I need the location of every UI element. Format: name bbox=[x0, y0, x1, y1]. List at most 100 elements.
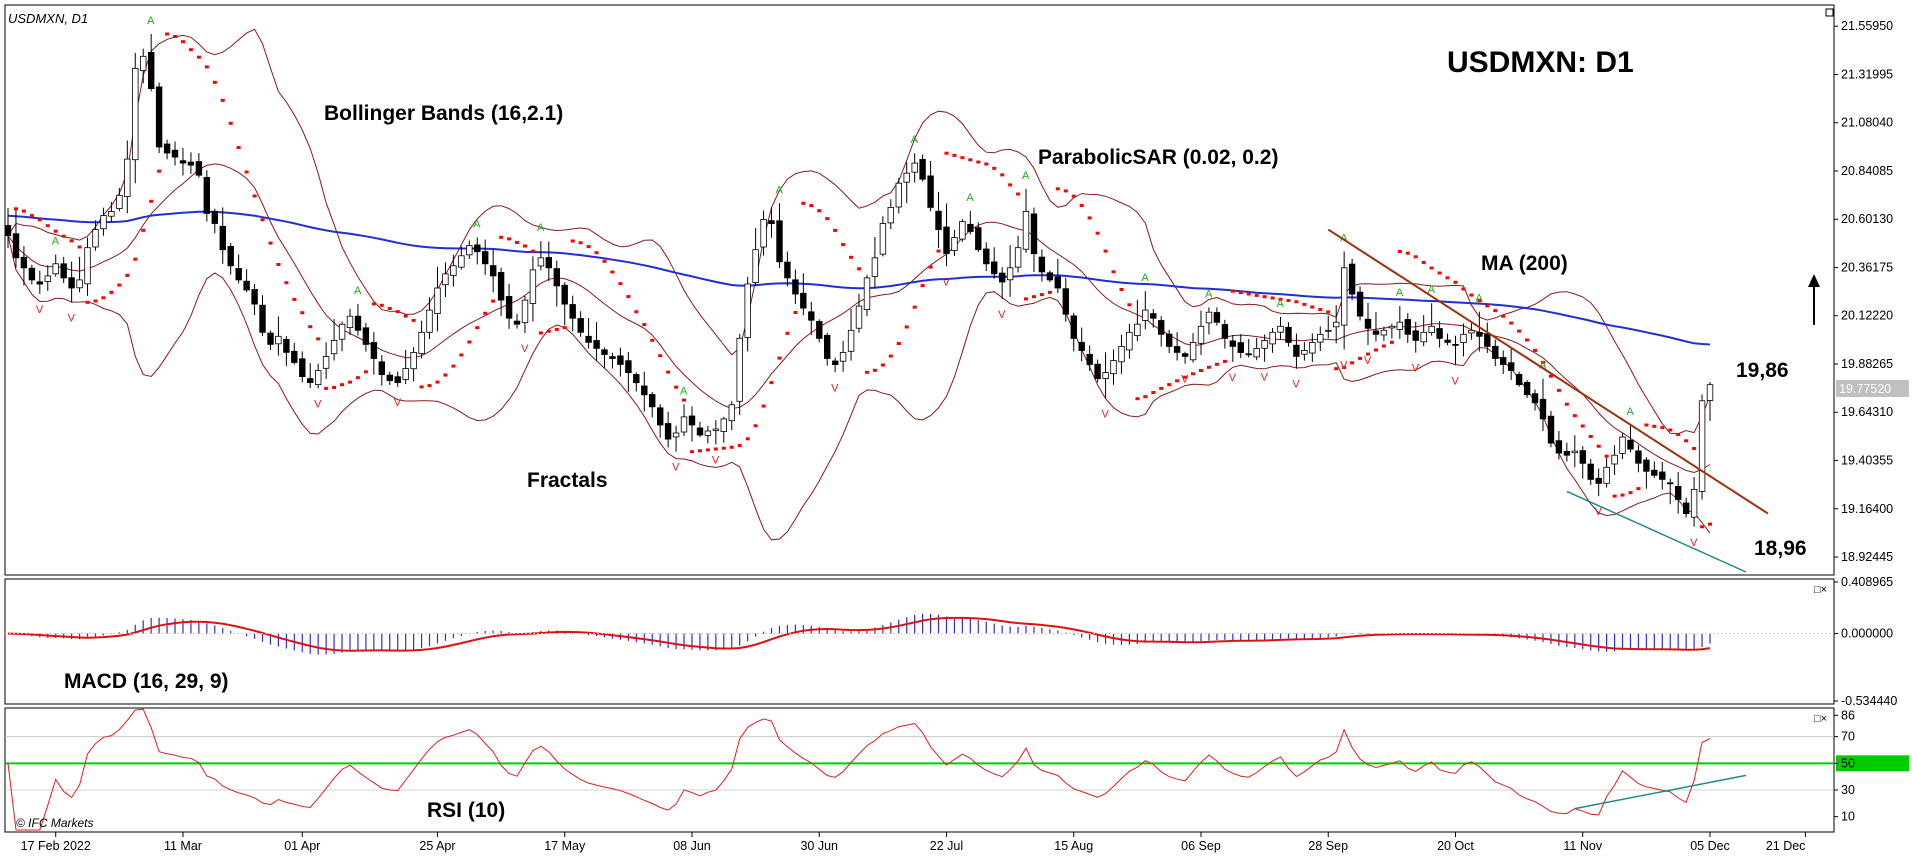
psar-dot bbox=[1676, 433, 1681, 436]
psar-dot bbox=[1063, 189, 1068, 193]
candle bbox=[728, 404, 735, 422]
psar-dot bbox=[618, 282, 623, 286]
psar-dot bbox=[1342, 366, 1347, 369]
candle bbox=[1635, 450, 1642, 464]
candle bbox=[1627, 439, 1634, 450]
macd-y-tick-label: 0.000000 bbox=[1841, 627, 1893, 641]
fractal-down-icon: V bbox=[1102, 409, 1110, 421]
psar-dot bbox=[968, 158, 973, 162]
candle bbox=[1523, 381, 1531, 396]
psar-dot bbox=[1381, 344, 1386, 348]
psar-dot bbox=[1071, 194, 1076, 198]
rsi-window-icons[interactable]: □× bbox=[1814, 713, 1827, 725]
psar-dot bbox=[1151, 391, 1156, 394]
candle bbox=[28, 267, 36, 281]
maximize-icon[interactable] bbox=[1825, 8, 1834, 17]
candle bbox=[1444, 339, 1451, 343]
candle bbox=[434, 287, 441, 315]
candle bbox=[943, 226, 950, 255]
candle bbox=[1173, 346, 1181, 353]
psar-dot bbox=[1636, 487, 1641, 491]
psar-dot bbox=[857, 267, 861, 271]
candle bbox=[1428, 325, 1435, 333]
candle bbox=[44, 275, 51, 282]
candle bbox=[251, 289, 258, 305]
psar-dot bbox=[554, 327, 559, 331]
psar-dot bbox=[363, 370, 368, 374]
psar-dot bbox=[300, 311, 305, 315]
psar-dot bbox=[204, 65, 209, 69]
psar-dot bbox=[1350, 361, 1355, 365]
candle bbox=[354, 315, 362, 331]
candle bbox=[1197, 325, 1205, 344]
fractal-up-icon: A bbox=[354, 285, 362, 297]
candle bbox=[1619, 436, 1626, 454]
psar-dot bbox=[833, 228, 838, 232]
x-tick-label: 17 May bbox=[544, 839, 586, 853]
candle bbox=[1667, 482, 1674, 485]
candle bbox=[792, 279, 799, 295]
psar-dot bbox=[729, 445, 734, 449]
psar-dot bbox=[220, 98, 225, 102]
macd-window-icons[interactable]: □× bbox=[1814, 584, 1827, 596]
fractal-down-icon: V bbox=[521, 343, 529, 355]
rsi-line bbox=[7, 708, 1711, 831]
rsi-support-line bbox=[1574, 774, 1747, 810]
candle bbox=[314, 370, 322, 386]
fractal-down-icon: V bbox=[712, 454, 720, 466]
psar-dot bbox=[1389, 340, 1394, 344]
psar-dot bbox=[523, 244, 527, 248]
candle bbox=[1038, 256, 1046, 273]
x-tick-label: 20 Oct bbox=[1437, 839, 1474, 853]
candle bbox=[1142, 309, 1149, 321]
candle bbox=[967, 223, 974, 232]
candle bbox=[362, 327, 370, 345]
psar-dot bbox=[1079, 204, 1084, 207]
candle bbox=[68, 277, 75, 289]
candle bbox=[306, 378, 314, 384]
candle bbox=[108, 210, 115, 217]
psar-dot bbox=[904, 325, 909, 329]
candle bbox=[1126, 331, 1133, 351]
downtrend-line bbox=[1327, 228, 1769, 515]
psar-dot bbox=[403, 314, 408, 318]
candle bbox=[816, 320, 823, 339]
candle bbox=[163, 143, 171, 154]
psar-dot bbox=[1405, 251, 1410, 255]
candle bbox=[824, 334, 831, 359]
y-tick-label: 19.40355 bbox=[1841, 453, 1893, 467]
psar-dot bbox=[1413, 255, 1418, 259]
arrow-up-icon-head bbox=[1808, 274, 1820, 287]
psar-dot bbox=[984, 162, 989, 166]
psar-dot bbox=[316, 337, 321, 341]
psar-dot bbox=[37, 218, 42, 222]
fractal-up-icon: A bbox=[1428, 284, 1436, 296]
psar-dot bbox=[252, 194, 257, 198]
candle bbox=[1333, 321, 1340, 328]
candle bbox=[1261, 339, 1268, 349]
candle bbox=[442, 273, 449, 286]
candle bbox=[1380, 329, 1388, 336]
psar-dot bbox=[181, 40, 185, 44]
fractal-down-icon: V bbox=[1181, 374, 1189, 386]
candle bbox=[60, 263, 67, 279]
candle bbox=[1213, 312, 1221, 323]
candle bbox=[1356, 291, 1364, 317]
candle bbox=[649, 394, 656, 408]
psar-dot bbox=[1397, 250, 1402, 253]
candle bbox=[489, 265, 497, 277]
psar-dot bbox=[308, 325, 313, 329]
candle bbox=[1372, 330, 1380, 335]
x-tick-label: 22 Jul bbox=[930, 839, 963, 853]
psar-dot bbox=[777, 356, 782, 360]
candle bbox=[1683, 502, 1690, 515]
psar-dot bbox=[634, 310, 639, 314]
y-tick-label: 19.64310 bbox=[1841, 405, 1893, 419]
y-tick-label: 21.08040 bbox=[1841, 116, 1893, 130]
psar-dot bbox=[85, 300, 90, 304]
candle bbox=[1205, 311, 1213, 324]
psar-dot bbox=[236, 146, 241, 149]
fractal-up-icon: A bbox=[1205, 288, 1213, 300]
candle bbox=[1555, 440, 1563, 454]
fractal-down-icon: V bbox=[314, 398, 322, 410]
